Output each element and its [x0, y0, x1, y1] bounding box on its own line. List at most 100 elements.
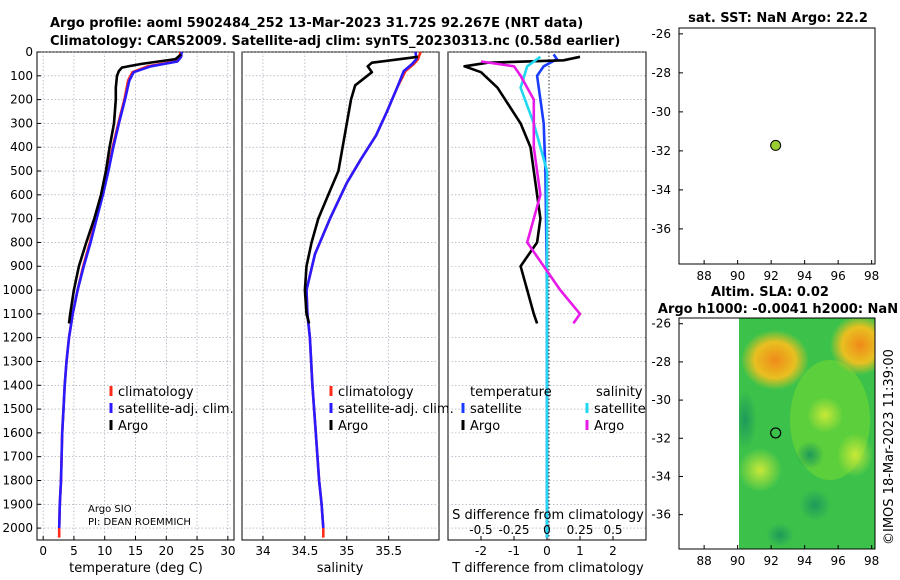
depth-tick-label: 0	[25, 45, 33, 59]
sla-heatmap	[739, 318, 875, 549]
map-x-tick-label: 92	[763, 554, 778, 568]
imos-timestamp: ©IMOS 18-Mar-2023 11:39:00	[882, 349, 897, 545]
sla-high-anomaly	[830, 318, 875, 375]
legend-temp-argo-label: Argo	[470, 419, 500, 434]
salinity-difference-tick-labels: -0.5 -0.25 0 0.25 0.5	[469, 523, 622, 537]
legend-satellite-label: satellite-adj. clim.	[338, 402, 454, 417]
map-x-tick-label: 96	[831, 554, 846, 568]
argo-pi-note: PI: DEAN ROEMMICH	[88, 517, 191, 528]
map-x-tick-label: 88	[696, 554, 711, 568]
depth-tick-label: 1000	[2, 283, 33, 297]
depth-tick-label: 1500	[2, 402, 33, 416]
x2-tick-label: 0	[543, 523, 551, 537]
legend-temp-satellite-label: satellite	[470, 402, 522, 417]
depth-tick-label: 2000	[2, 521, 33, 535]
sla-mid-anomaly	[837, 433, 873, 477]
sst-map-panel: sat. SST: NaN Argo: 22.2 88 90 92 94 96 98 -26…	[651, 11, 879, 283]
sla-low-anomaly	[739, 390, 757, 450]
depth-tick-label: 1400	[2, 378, 33, 392]
map-y-tick-label: -34	[651, 469, 671, 483]
depth-tick-label: 900	[10, 259, 33, 273]
difference-lines	[463, 53, 582, 538]
difference-legend: temperature salinity satellite Argo sate…	[461, 385, 646, 434]
depth-tick-label: 1900	[2, 497, 33, 511]
sla-map-frame	[678, 317, 876, 550]
x2-tick-label: -0.25	[498, 523, 529, 537]
x-tick-label: 5	[70, 544, 78, 558]
x-tick-label: 10	[97, 544, 112, 558]
x-tick-label: -1	[508, 544, 520, 558]
sst-map-title: sat. SST: NaN Argo: 22.2	[688, 11, 868, 26]
argo-position-marker	[770, 427, 782, 439]
map-y-tick-label: -26	[651, 27, 671, 41]
temperature-grid	[37, 51, 234, 540]
map-y-tick-label: -26	[651, 317, 671, 331]
depth-tick-label: 1100	[2, 307, 33, 321]
x-tick-label: 34	[255, 544, 270, 558]
legend-satellite-label: satellite-adj. clim.	[118, 402, 234, 417]
temperature-panel: 0100200300400500600700800900100011001200…	[2, 45, 235, 576]
map-y-tick-label: -36	[651, 222, 671, 236]
x-tick-label: 2	[609, 544, 617, 558]
map-y-tick-label: -28	[651, 355, 671, 369]
map-y-tick-label: -28	[651, 66, 671, 80]
map-x-tick-label: 98	[864, 554, 879, 568]
sla-low-anomaly	[796, 441, 824, 469]
x2-tick-label: 0.5	[603, 523, 622, 537]
legend-sal-satellite-label: satellite	[594, 402, 646, 417]
map-x-tick-label: 96	[831, 269, 846, 283]
legend-climatology-label: climatology	[118, 385, 194, 400]
depth-tick-label: 100	[10, 69, 33, 83]
map-x-tick-label: 88	[696, 269, 711, 283]
legend-climatology-label: climatology	[338, 385, 414, 400]
map-y-tick-label: -32	[651, 431, 671, 445]
x-tick-label: -2	[475, 544, 487, 558]
salinity-grid	[242, 51, 439, 540]
depth-tick-label: 1800	[2, 473, 33, 487]
temperature-legend: climatology satellite-adj. clim. Argo	[109, 385, 234, 434]
sst-map-frame	[678, 27, 876, 265]
depth-tick-label: 1700	[2, 450, 33, 464]
series-line-argo	[303, 55, 419, 324]
sla-map-ticks: 88 90 92 94 96 98 -26 -28 -30 -32 -34 -36	[651, 317, 879, 568]
sst-map-ticks: 88 90 92 94 96 98 -26 -28 -30 -32 -34 -36	[651, 27, 879, 283]
header-line-2: Climatology: CARS2009. Satellite-adj cli…	[50, 34, 620, 49]
x-tick-label: 1	[576, 544, 584, 558]
x-tick-label: 35.5	[375, 544, 402, 558]
map-x-tick-label: 94	[797, 269, 812, 283]
series-line-climatology	[305, 51, 422, 538]
depth-tick-label: 200	[10, 93, 33, 107]
x-tick-label: 0	[39, 544, 47, 558]
series-line-salinity-satellite	[519, 55, 549, 538]
depth-tick-label: 300	[10, 116, 33, 130]
depth-tick-label: 1300	[2, 354, 33, 368]
map-y-tick-label: -30	[651, 105, 671, 119]
depth-tick-labels: 0 100 200 300 400 500 600 700 800 900 1000 1100 1200…	[2, 45, 41, 535]
x-tick-label: 15	[128, 544, 143, 558]
argo-position-marker	[770, 139, 782, 151]
map-x-tick-label: 92	[763, 269, 778, 283]
sla-map-title-1: Altim. SLA: 0.02	[711, 285, 829, 300]
sla-high-anomaly	[741, 330, 809, 390]
series-line-temperature-argo	[463, 55, 581, 324]
x-tick-label: 34.5	[292, 544, 319, 558]
map-y-tick-label: -32	[651, 144, 671, 158]
sla-mid-anomaly	[739, 448, 782, 492]
salinity-difference-xlabel: S difference from climatology	[452, 508, 644, 523]
temperature-lines	[57, 51, 183, 538]
legend-argo-label: Argo	[118, 419, 148, 434]
depth-tick-label: 1600	[2, 426, 33, 440]
series-line-satellite-adj-clim-	[57, 51, 183, 529]
map-y-tick-label: -34	[651, 183, 671, 197]
temperature-difference-tick-labels: -2 -1 0 1 2	[475, 544, 617, 558]
map-x-tick-label: 90	[730, 269, 745, 283]
map-x-tick-label: 94	[797, 554, 812, 568]
temperature-tick-labels: 0 5 10 15 20 25 30	[39, 544, 235, 558]
salinity-xlabel: salinity	[317, 561, 364, 576]
series-line-satellite-adj-clim-	[305, 51, 418, 529]
salinity-legend: climatology satellite-adj. clim. Argo	[329, 385, 454, 434]
difference-panel: -2 -1 0 1 2 -0.5 -0.25 0 0.25 0.5 S difference f…	[447, 51, 647, 576]
depth-tick-label: 700	[10, 212, 33, 226]
depth-tick-label: 1200	[2, 331, 33, 345]
